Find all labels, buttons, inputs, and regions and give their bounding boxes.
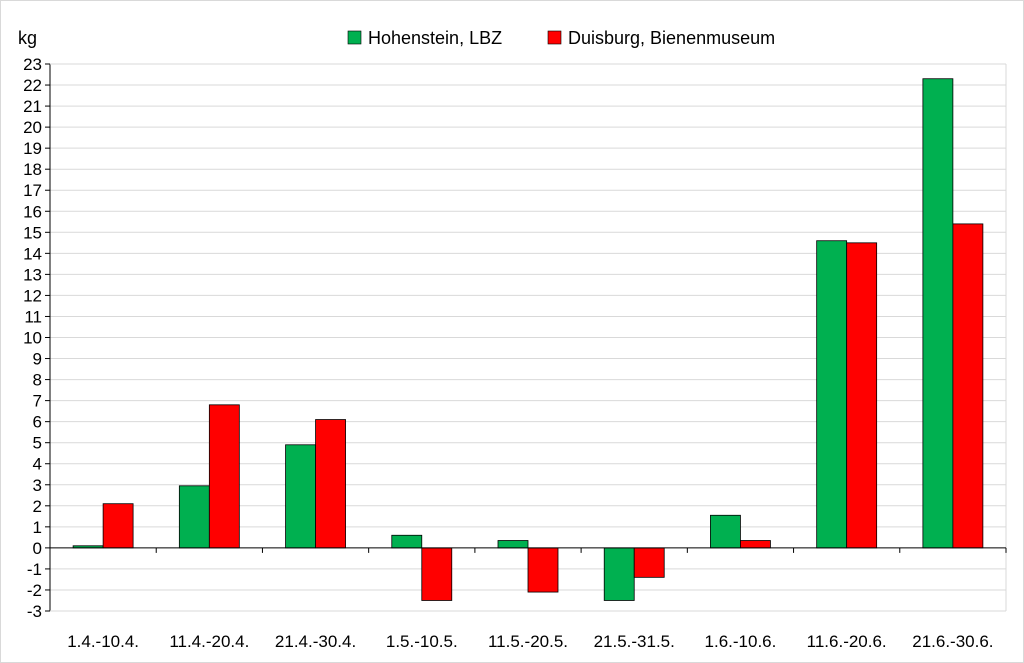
x-tick-label: 11.4.-20.4. [169,632,249,651]
y-tick-label: 21 [23,97,42,116]
x-tick-label: 11.5.-20.5. [488,632,568,651]
axes [45,63,1007,612]
bar-series-1 [285,444,316,549]
y-tick-label: 14 [23,244,42,263]
bar-series-2 [740,540,771,549]
x-tick-label: 11.6.-20.6. [807,632,887,651]
bar-series-1 [922,78,954,549]
bar-series-2 [527,547,559,593]
bar-series-1 [497,540,529,549]
bar-series-1 [603,547,635,601]
x-tick-label: 1.6.-10.6. [705,632,777,651]
y-tick-label: -2 [27,581,42,600]
y-tick-label: 7 [33,392,42,411]
y-tick-label: 19 [23,139,42,158]
bar-series-2 [315,419,346,549]
bar-series-2 [952,223,984,549]
x-tick-labels: 1.4.-10.4. 11.4.-20.4. 21.4.-30.4. 1.5.-10.… [67,632,993,651]
legend-swatch [347,30,362,45]
y-tick-label: 13 [23,265,42,284]
bars [72,78,984,601]
y-tick-label: 10 [23,329,42,348]
x-tick-label: 21.5.-31.5. [594,632,675,651]
x-tick-label: 21.4.-30.4. [275,632,356,651]
bar-series-1 [816,240,848,549]
bar-series-2 [846,242,878,549]
y-tick-label: 4 [33,455,42,474]
y-axis-unit-label: kg [18,28,37,48]
legend-label: Hohenstein, LBZ [368,28,502,48]
bar-series-2 [633,547,665,578]
y-tick-label: 1 [33,518,42,537]
y-tick-label: 15 [23,223,42,242]
y-tick-label: -3 [27,602,42,621]
bar-series-1 [178,485,210,549]
x-tick-label: 1.4.-10.4. [67,632,139,651]
bar-series-1 [710,514,741,549]
bar-series-2 [208,404,240,549]
y-tick-label: 20 [23,118,42,137]
x-tick-label: 1.5.-10.5. [386,632,458,651]
legend: Hohenstein, LBZ Duisburg, Bienenmuseum [347,28,775,48]
legend-swatch [547,30,562,45]
y-tick-label: 2 [33,497,42,516]
y-tick-labels: -3-2-10123456789101112131415161718192021… [23,55,42,621]
x-tick-label: 21.6.-30.6. [912,632,993,651]
y-tick-label: 6 [33,413,42,432]
bar-series-2 [421,547,453,601]
bar-series-2 [102,503,134,549]
y-tick-label: 8 [33,371,42,390]
y-tick-label: 0 [33,539,42,558]
y-tick-label: 23 [23,55,42,74]
y-tick-label: 16 [23,202,42,221]
legend-label: Duisburg, Bienenmuseum [568,28,775,48]
y-tick-label: 18 [23,160,42,179]
y-tick-label: 12 [23,286,42,305]
y-tick-label: 9 [33,350,42,369]
y-tick-label: 22 [23,76,42,95]
y-tick-label: 11 [24,307,42,326]
y-tick-label: 3 [33,476,42,495]
y-tick-label: -1 [27,560,42,579]
y-tick-label: 17 [23,181,42,200]
y-tick-label: 5 [33,434,42,453]
bar-series-1 [391,534,423,549]
